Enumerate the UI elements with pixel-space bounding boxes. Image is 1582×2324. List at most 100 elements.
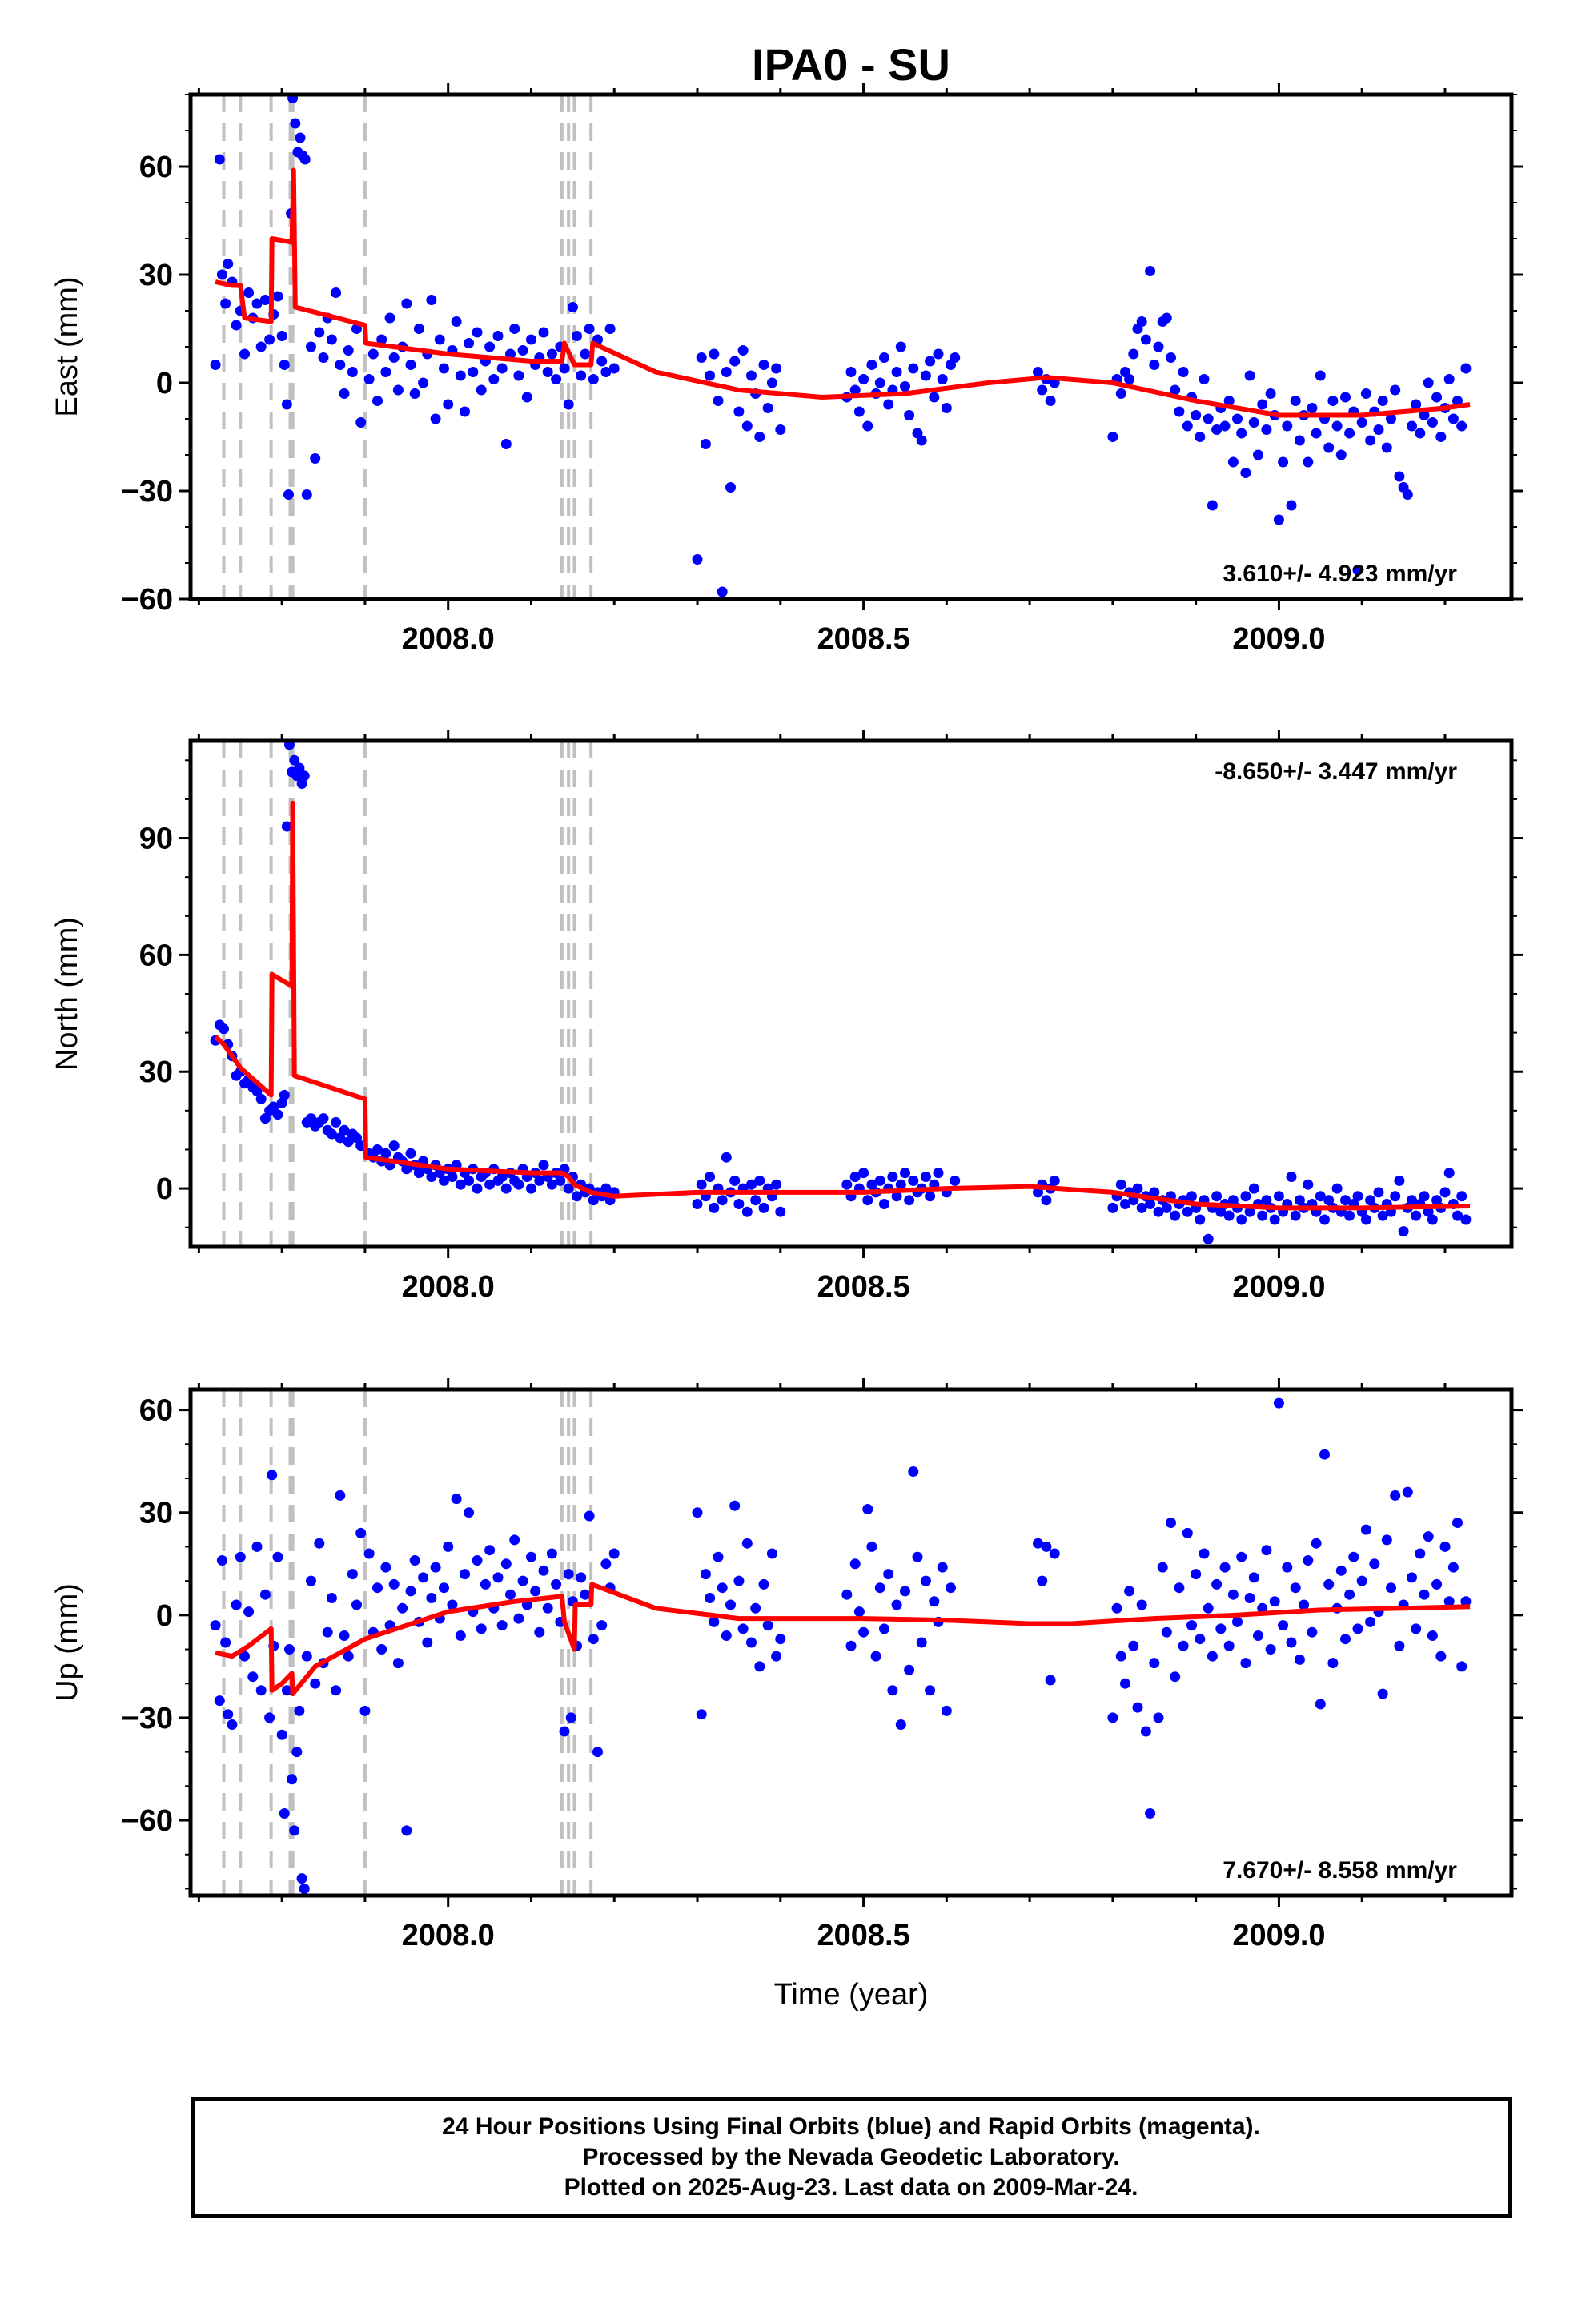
north-data-point-133 [891, 1191, 902, 1202]
north-data-point-213 [1365, 1195, 1376, 1206]
up-data-point-2 [216, 1555, 227, 1566]
north-x-tick-label-0: 2008.0 [402, 1270, 495, 1304]
east-data-point-137 [900, 381, 910, 392]
east-data-point-197 [1282, 420, 1293, 432]
north-data-point-188 [1261, 1195, 1272, 1206]
up-data-point-170 [1166, 1518, 1176, 1528]
up-data-point-23 [289, 1825, 300, 1836]
up-data-point-69 [472, 1555, 483, 1566]
east-data-point-165 [1149, 360, 1160, 370]
north-data-point-146 [1033, 1187, 1043, 1198]
north-data-point-69 [484, 1179, 496, 1190]
up-data-point-35 [331, 1685, 342, 1696]
east-data-point-110 [725, 482, 736, 493]
up-model-line [215, 1582, 1471, 1697]
north-data-point-190 [1269, 1214, 1280, 1225]
north-x-tick-label-2: 2009.0 [1232, 1270, 1325, 1304]
east-data-point-192 [1261, 424, 1272, 435]
east-data-point-12 [255, 341, 267, 352]
up-data-point-45 [372, 1582, 383, 1594]
up-data-point-115 [737, 1623, 749, 1634]
north-data-point-49 [401, 1164, 412, 1175]
north-data-point-17 [279, 1089, 290, 1100]
north-data-point-201 [1315, 1191, 1326, 1202]
up-data-point-120 [758, 1578, 769, 1590]
up-data-point-17 [272, 1551, 283, 1562]
north-data-point-46 [388, 1140, 400, 1152]
east-plot-area [210, 94, 1472, 599]
up-data-point-64 [451, 1494, 462, 1505]
east-data-point-0 [210, 360, 221, 370]
up-data-point-90 [559, 1726, 570, 1737]
east-data-point-146 [937, 374, 948, 384]
east-data-point-73 [492, 331, 504, 341]
east-data-point-87 [551, 374, 562, 384]
east-data-point-68 [472, 327, 483, 338]
up-data-point-238 [1447, 1562, 1459, 1573]
up-data-point-103 [608, 1548, 620, 1559]
up-data-point-99 [592, 1747, 603, 1758]
east-data-point-90 [563, 399, 574, 410]
north-data-point-154 [1120, 1199, 1130, 1209]
north-data-point-50 [405, 1148, 416, 1159]
panels-layer: 60 30 0 −30 −60 2008.0 2008.5 2009.0 East (mm) 3.… [50, 83, 1523, 1952]
up-data-point-217 [1360, 1524, 1371, 1535]
north-data-point-205 [1331, 1183, 1343, 1194]
up-data-point-83 [530, 1586, 541, 1597]
north-data-point-141 [925, 1191, 936, 1202]
east-data-point-168 [1161, 312, 1172, 324]
north-plot-frame [188, 738, 1514, 1249]
north-data-point-110 [733, 1199, 745, 1209]
east-data-point-227 [1407, 420, 1417, 432]
east-data-point-13 [259, 295, 271, 305]
up-data-point-106 [700, 1569, 711, 1580]
east-data-point-141 [916, 435, 927, 446]
east-data-point-126 [853, 406, 865, 417]
north-data-point-11 [255, 1093, 267, 1104]
north-data-point-106 [717, 1195, 728, 1206]
east-data-point-173 [1182, 420, 1193, 432]
up-data-point-157 [1111, 1602, 1122, 1614]
north-data-point-2 [219, 1023, 229, 1035]
east-data-point-229 [1415, 428, 1426, 439]
up-data-point-215 [1352, 1623, 1363, 1634]
up-data-point-212 [1340, 1634, 1351, 1645]
up-data-point-26 [296, 1873, 307, 1884]
east-data-point-36 [335, 360, 346, 370]
north-data-point-109 [729, 1175, 741, 1186]
east-data-point-169 [1166, 352, 1176, 363]
north-data-point-23 [294, 762, 305, 774]
up-data-point-158 [1115, 1651, 1126, 1662]
east-data-point-107 [713, 396, 724, 406]
east-data-point-76 [505, 348, 516, 360]
up-data-point-181 [1211, 1578, 1223, 1590]
east-data-point-151 [1037, 384, 1048, 396]
up-data-point-192 [1257, 1602, 1268, 1614]
up-data-point-80 [517, 1575, 528, 1586]
up-data-point-96 [580, 1589, 591, 1600]
east-data-point-23 [290, 118, 301, 129]
up-data-point-50 [392, 1658, 404, 1669]
east-data-point-71 [484, 341, 496, 352]
up-data-point-126 [845, 1640, 857, 1651]
east-data-point-43 [367, 348, 379, 360]
north-data-point-132 [887, 1172, 898, 1182]
east-data-point-65 [460, 406, 470, 417]
east-data-point-226 [1402, 489, 1413, 500]
up-data-point-12 [255, 1685, 267, 1696]
north-data-point-81 [534, 1175, 545, 1186]
up-data-point-18 [276, 1729, 287, 1740]
up-data-point-142 [912, 1551, 923, 1562]
up-data-point-98 [588, 1634, 599, 1645]
north-data-point-183 [1240, 1191, 1251, 1202]
north-data-point-52 [413, 1168, 424, 1179]
north-data-point-184 [1244, 1206, 1255, 1217]
east-data-point-147 [941, 403, 952, 413]
up-data-point-47 [380, 1562, 391, 1573]
up-data-point-191 [1253, 1630, 1263, 1641]
up-data-point-0 [210, 1620, 221, 1631]
up-data-point-82 [526, 1551, 536, 1562]
up-data-point-53 [405, 1586, 416, 1597]
east-x-tick-label-2: 2009.0 [1232, 622, 1325, 656]
north-velocity-label: -8.650+/- 3.447 mm/yr [1215, 758, 1457, 785]
